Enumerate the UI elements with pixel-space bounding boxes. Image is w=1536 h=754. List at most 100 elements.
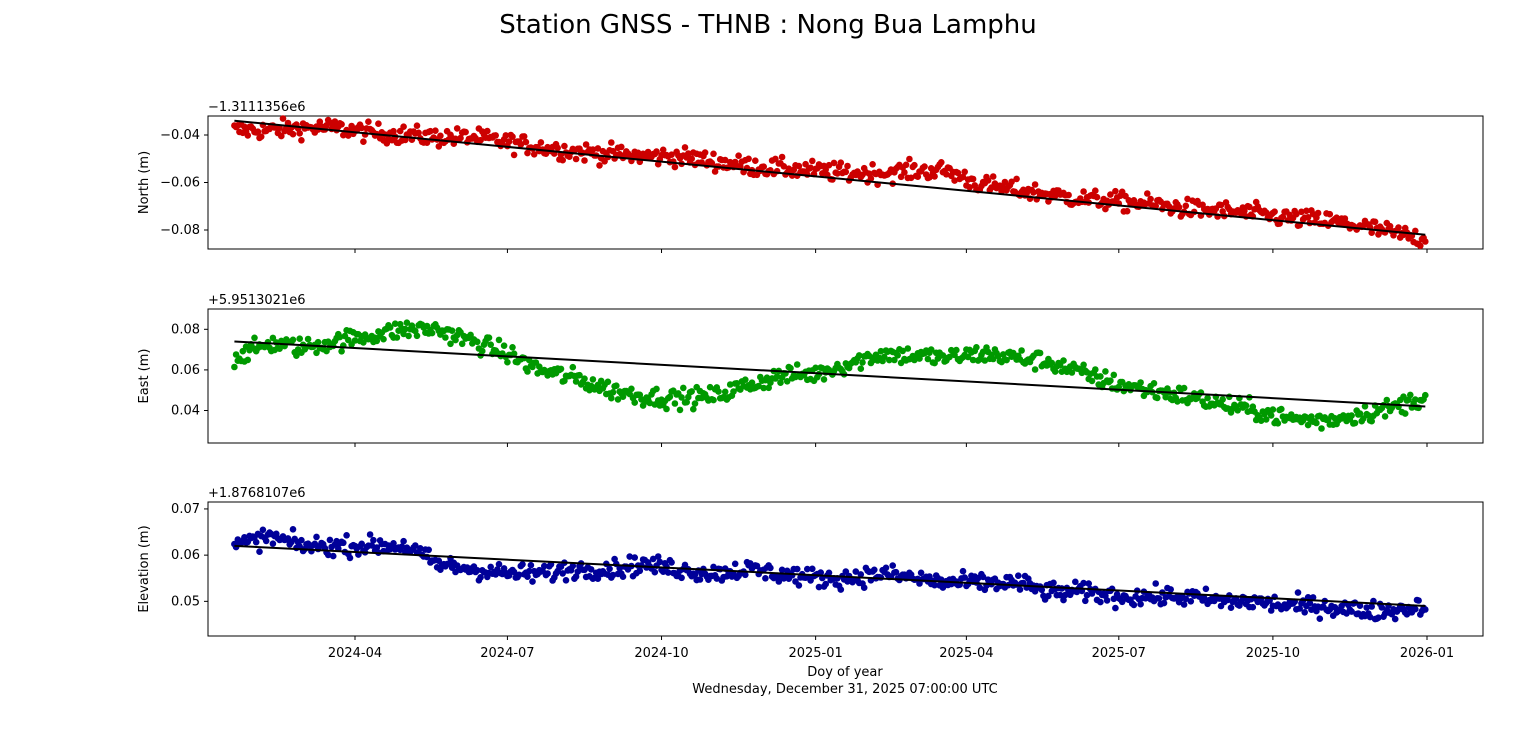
data-point: [844, 162, 851, 170]
chart-title: Station GNSS - THNB : Nong Bua Lamphu: [499, 10, 1037, 40]
data-point: [241, 534, 248, 541]
data-point: [279, 115, 287, 122]
data-point: [1227, 604, 1235, 611]
data-point: [244, 132, 252, 139]
data-point: [338, 121, 345, 128]
data-point: [524, 573, 531, 580]
data-point: [581, 157, 588, 164]
data-point: [726, 381, 734, 388]
data-point: [762, 575, 769, 582]
y-tick-label: 0.06: [171, 548, 200, 563]
data-point: [767, 564, 774, 572]
data-point: [780, 163, 788, 170]
data-point: [651, 568, 659, 576]
data-point: [524, 149, 531, 157]
data-point: [1303, 207, 1310, 215]
data-point: [537, 139, 545, 146]
x-tick-label: 2026-01: [1400, 646, 1454, 661]
data-point: [541, 562, 548, 570]
data-point: [1318, 425, 1325, 432]
data-point: [412, 542, 419, 549]
trend-line: [234, 340, 1426, 408]
data-point: [891, 356, 898, 364]
data-point: [939, 352, 947, 359]
data-point: [1246, 203, 1253, 211]
data-point: [809, 565, 816, 573]
data-points: [231, 319, 1429, 432]
data-point: [311, 540, 319, 548]
data-point: [351, 337, 359, 344]
data-point: [668, 151, 675, 158]
data-point: [1341, 215, 1349, 222]
data-point: [713, 575, 721, 582]
data-point: [842, 168, 850, 176]
data-point: [1015, 572, 1022, 579]
offset-label: +1.8768107e6: [208, 486, 305, 501]
data-point: [1368, 603, 1375, 610]
data-point: [924, 355, 932, 363]
data-point: [340, 539, 347, 547]
data-point: [380, 335, 387, 343]
data-point: [338, 348, 345, 355]
data-point: [899, 347, 906, 355]
data-point: [298, 137, 305, 144]
data-point: [393, 334, 401, 341]
data-point: [487, 341, 495, 349]
data-point: [569, 363, 577, 371]
data-point: [509, 344, 516, 351]
x-axis-label: Doy of year: [807, 665, 883, 680]
data-point: [631, 554, 638, 561]
data-point: [1060, 596, 1067, 604]
data-point: [921, 163, 928, 170]
data-point: [793, 565, 801, 573]
data-point: [1097, 598, 1104, 606]
data-point: [869, 161, 876, 168]
data-point: [710, 563, 717, 571]
data-point: [1088, 377, 1096, 385]
data-point: [959, 567, 967, 575]
data-point: [745, 155, 752, 163]
data-point: [581, 375, 588, 383]
data-point: [608, 394, 615, 402]
data-point: [304, 335, 312, 343]
data-point: [572, 155, 580, 163]
data-point: [1107, 191, 1114, 198]
data-point: [837, 586, 845, 593]
data-point: [1031, 181, 1039, 188]
data-point: [562, 577, 570, 584]
data-point: [1348, 412, 1355, 419]
data-point: [403, 319, 411, 327]
data-point: [1137, 379, 1144, 386]
data-point: [1147, 195, 1154, 203]
data-point: [254, 128, 262, 135]
data-point: [1083, 591, 1091, 599]
data-point: [1155, 595, 1163, 602]
data-point: [1082, 597, 1089, 605]
data-point: [1008, 178, 1015, 186]
data-point: [231, 363, 238, 371]
data-point: [690, 405, 697, 413]
data-point: [865, 352, 873, 360]
data-point: [594, 145, 602, 152]
y-tick-label: 0.08: [171, 322, 200, 337]
data-point: [448, 327, 456, 335]
data-point: [1003, 356, 1010, 364]
data-point: [1262, 209, 1270, 216]
data-point: [1056, 591, 1064, 599]
data-point: [619, 573, 627, 580]
data-point: [795, 582, 803, 589]
data-point: [500, 342, 508, 350]
data-point: [1306, 599, 1314, 607]
data-point: [917, 569, 925, 577]
data-point: [505, 138, 513, 145]
data-point: [817, 569, 824, 576]
data-point: [1422, 391, 1429, 399]
x-tick-label: 2024-04: [328, 646, 382, 661]
offset-label: +5.9513021e6: [208, 293, 305, 308]
data-point: [1422, 238, 1429, 245]
data-point: [644, 148, 652, 156]
data-point: [1412, 227, 1419, 235]
data-point: [1180, 601, 1188, 608]
data-point: [981, 357, 989, 364]
y-tick-label: 0.05: [171, 594, 200, 609]
